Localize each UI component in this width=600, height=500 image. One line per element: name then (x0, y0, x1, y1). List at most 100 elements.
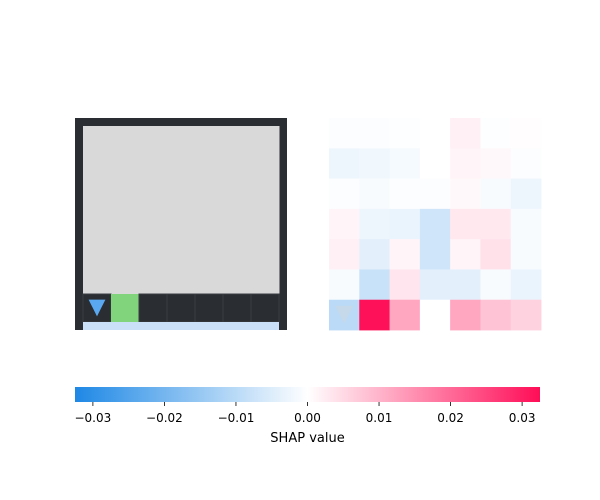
observation-floor-cell (111, 154, 140, 183)
shap-cell (329, 118, 360, 149)
shap-cell (329, 178, 360, 210)
shap-cell (359, 118, 390, 149)
shap-cell (389, 178, 421, 210)
shap-cell (480, 239, 512, 270)
shap-cell (359, 299, 390, 331)
observation-floor-cell (167, 154, 196, 183)
observation-floor-cell (83, 126, 112, 155)
observation-floor-cell (251, 210, 280, 239)
observation-floor-cell (223, 238, 252, 267)
observation-floor-cell (83, 238, 112, 267)
shap-cell (389, 208, 421, 240)
shap-cell (419, 208, 451, 240)
observation-floor-cell (195, 266, 224, 295)
observation-floor-cell (167, 210, 196, 239)
observation-floor-cell (111, 238, 140, 267)
shap-cell (450, 269, 481, 301)
observation-goal-cell (111, 294, 139, 322)
agent-triangle-icon (88, 299, 106, 317)
observation-floor-cell (195, 210, 224, 239)
agent-overlay-icon (335, 305, 354, 324)
shap-cell (510, 239, 542, 270)
observation-highlight-strip (83, 322, 279, 330)
shap-cell (359, 269, 390, 301)
observation-floor-cell (139, 154, 168, 183)
shap-cell (480, 269, 512, 301)
observation-wall-cell (166, 293, 196, 323)
shap-cell (480, 118, 512, 149)
shap-cell (450, 148, 481, 179)
observation-floor-cell (195, 154, 224, 183)
observation-floor-cell (83, 154, 112, 183)
colorbar-tick-label: −0.03 (74, 411, 111, 425)
observation-floor-cell (251, 238, 280, 267)
shap-cell (419, 118, 451, 149)
observation-floor-cell (167, 238, 196, 267)
shap-cell (450, 208, 481, 240)
shap-cell (510, 269, 542, 301)
shap-cell (450, 299, 481, 331)
observation-floor-cell (251, 266, 280, 295)
observation-floor-cell (111, 182, 140, 211)
shap-cell (359, 239, 390, 270)
observation-image-panel (75, 118, 287, 330)
shap-cell (510, 208, 542, 240)
shap-cell (450, 239, 481, 270)
observation-floor-cell (223, 126, 252, 155)
observation-floor-cell (195, 238, 224, 267)
observation-floor-cell (111, 126, 140, 155)
observation-floor-cell (223, 182, 252, 211)
observation-wall-cell (194, 293, 224, 323)
shap-cell (329, 208, 360, 240)
shap-heatmap-panel (329, 118, 542, 331)
shap-cell (329, 148, 360, 179)
shap-cell (419, 148, 451, 179)
observation-floor-cell (139, 266, 168, 295)
observation-floor-cell (167, 182, 196, 211)
shap-cell (329, 269, 360, 301)
colorbar-label: SHAP value (270, 431, 344, 446)
observation-floor-cell (195, 182, 224, 211)
observation-wall-cell (250, 293, 280, 323)
shap-cell (419, 178, 451, 210)
observation-floor-cell (111, 266, 140, 295)
colorbar-tick-label: 0.03 (509, 411, 536, 425)
observation-floor-cell (251, 126, 280, 155)
shap-cell (389, 239, 421, 270)
shap-cell (480, 208, 512, 240)
shap-cell (480, 148, 512, 179)
observation-floor-cell (251, 154, 280, 183)
shap-cell (450, 118, 481, 149)
observation-floor-cell (167, 126, 196, 155)
shap-cell (510, 299, 542, 331)
shap-cell (389, 299, 421, 331)
colorbar-tick-label: 0.01 (366, 411, 393, 425)
colorbar-tick-label: −0.01 (218, 411, 255, 425)
observation-floor-cell (83, 266, 112, 295)
shap-cell (480, 299, 512, 331)
observation-floor-cell (167, 266, 196, 295)
shap-cell (510, 178, 542, 210)
observation-floor-cell (223, 266, 252, 295)
shap-cell (359, 148, 390, 179)
observation-floor-cell (251, 182, 280, 211)
observation-floor-cell (195, 126, 224, 155)
shap-cell (419, 299, 451, 331)
shap-cell (480, 178, 512, 210)
shap-cell (329, 239, 360, 270)
shap-cell (510, 118, 542, 149)
colorbar-gradient-bar (75, 387, 540, 402)
shap-cell (359, 178, 390, 210)
observation-floor-cell (83, 182, 112, 211)
shap-cell (450, 178, 481, 210)
observation-floor-cell (111, 210, 140, 239)
shap-cell (389, 118, 421, 149)
observation-wall-cell (138, 293, 168, 323)
observation-wall-cell (222, 293, 252, 323)
observation-floor-cell (139, 126, 168, 155)
colorbar-tick-label: −0.02 (146, 411, 183, 425)
colorbar: −0.03 −0.02 −0.01 0.00 0.01 0.02 0.03 SHAP val… (74, 387, 540, 446)
observation-floor-cell (223, 210, 252, 239)
observation-floor-cell (139, 238, 168, 267)
